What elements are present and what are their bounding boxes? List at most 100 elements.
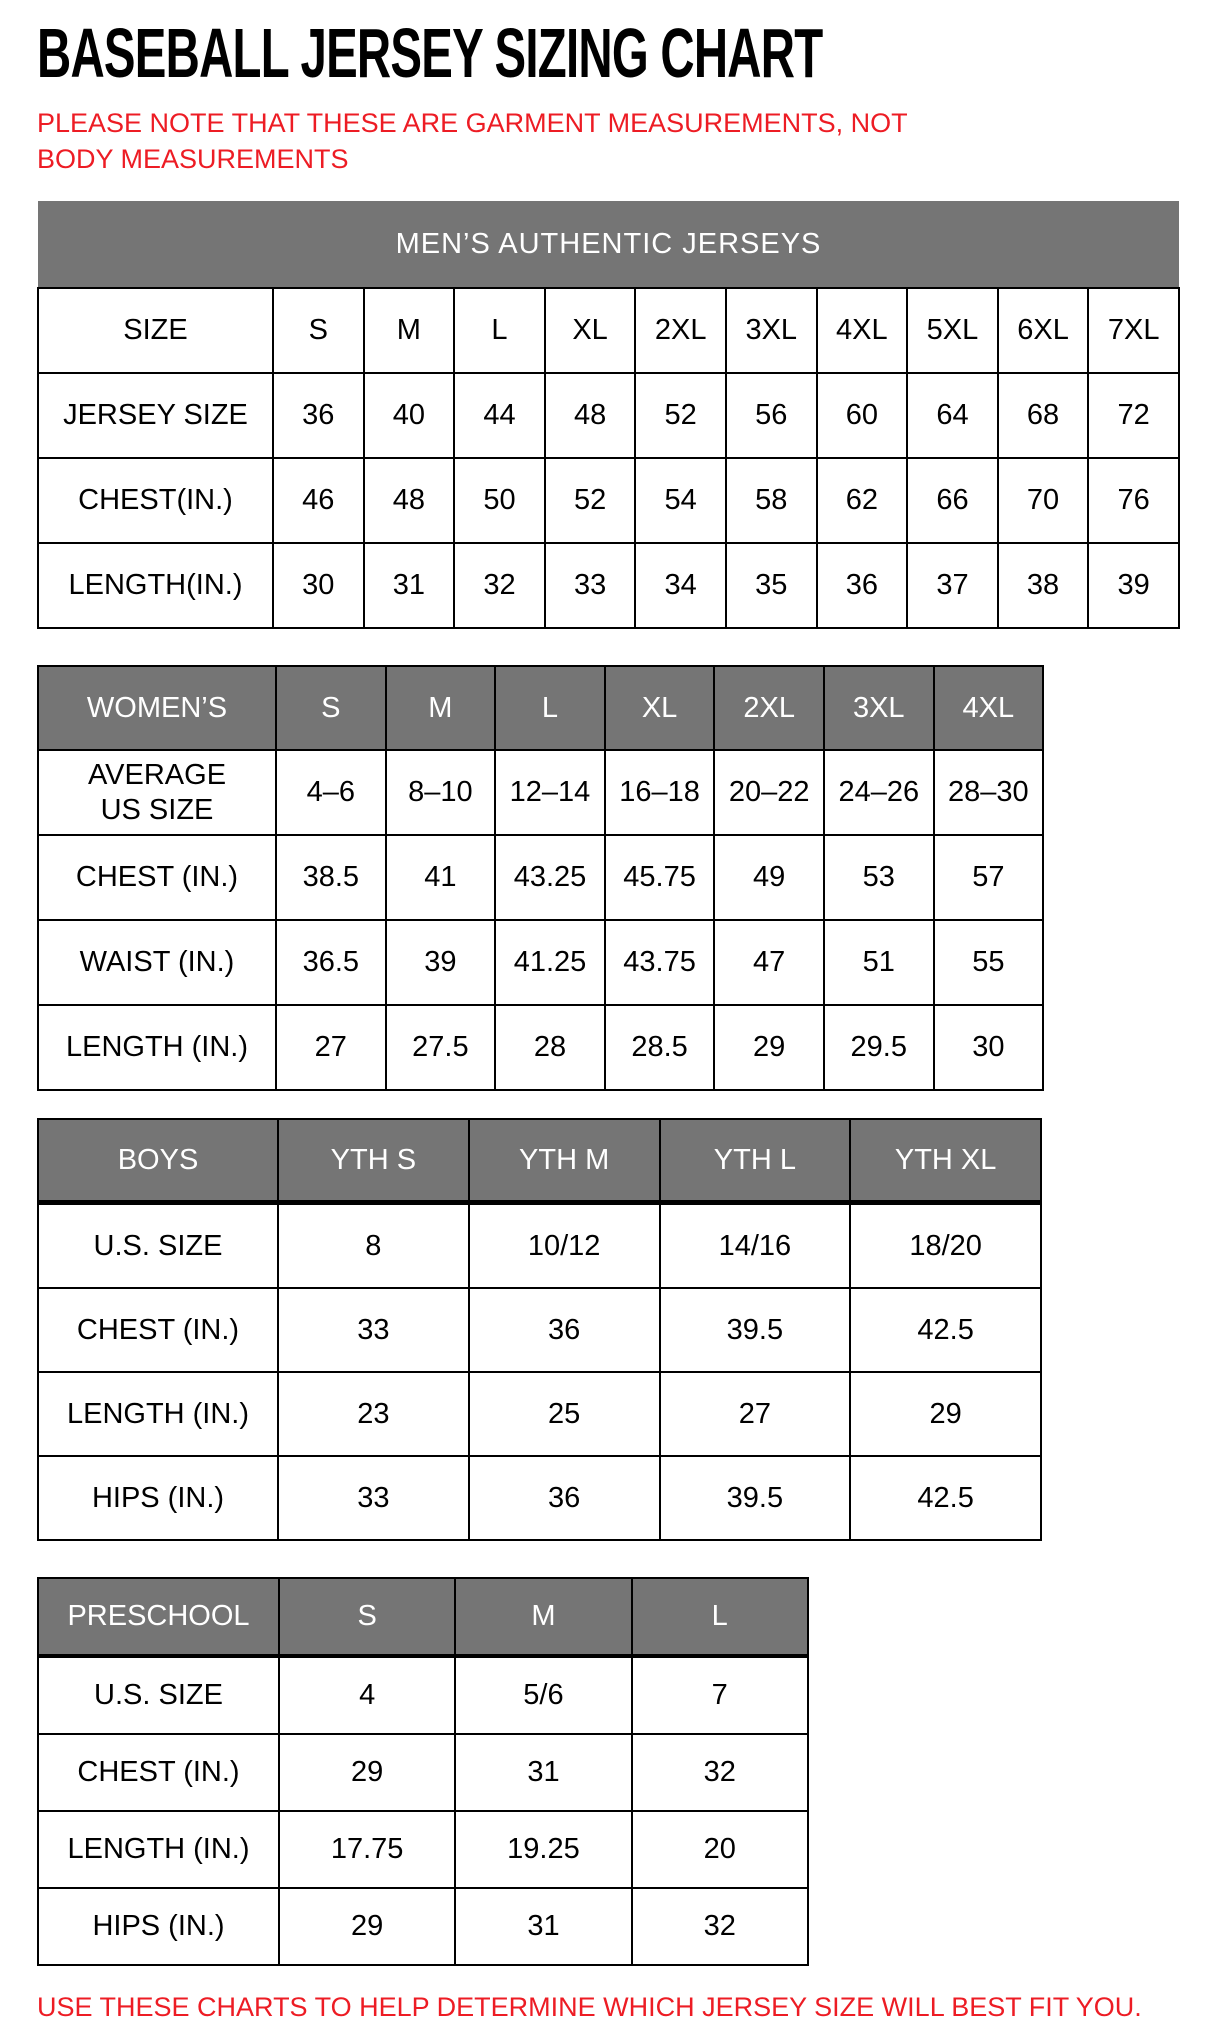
cell-value: 5/6 [454,1655,633,1736]
cell-value: 58 [724,457,818,545]
sizing-table-preschool: PRESCHOOL S M L U.S. SIZE 4 5/6 7 CHEST (IN.) 29 3… [37,1577,809,1967]
cell-value: 38.5 [275,834,387,922]
cell-value: 47 [713,919,825,1007]
cell-value: 36 [467,1287,661,1374]
cell-value: 28–30 [932,749,1045,837]
column-header: 2XL [634,287,727,375]
table-row: U.S. SIZE 8 10/12 14/16 18/20 [37,1201,1042,1290]
row-label: CHEST (IN.) [37,834,277,922]
cell-value: 39 [1087,542,1180,630]
cell-value: 25 [467,1371,661,1458]
cell-value: 72 [1087,372,1180,460]
cell-value: 8 [277,1201,470,1290]
cell-value: 4 [277,1655,457,1736]
table-header-label: BOYS [37,1118,279,1206]
cell-value: 42.5 [849,1287,1042,1374]
cell-value: 54 [634,457,727,545]
cell-value: 70 [996,457,1090,545]
table-banner-mens: MEN’S AUTHENTIC JERSEYS [38,201,1179,289]
table-row: CHEST (IN.) 29 31 32 [37,1733,809,1813]
table-row: HIPS (IN.) 29 31 32 [37,1887,809,1967]
cell-value: 53 [822,834,935,922]
cell-value: 14/16 [658,1201,852,1290]
cell-value: 76 [1087,457,1180,545]
banner-row: MEN’S AUTHENTIC JERSEYS [38,201,1179,289]
cell-value: 41.25 [494,919,606,1007]
cell-value: 57 [932,834,1045,922]
cell-value: 24–26 [822,749,935,837]
column-header: XL [603,665,716,752]
page-title: BASEBALL JERSEY SIZING CHART [37,19,1183,90]
cell-value: 29 [849,1371,1042,1458]
sizing-table-womens: WOMEN’S S M L XL 2XL 3XL 4XL AVERAGE US SIZE 4–6 8… [37,665,1045,1092]
cell-value: 41 [384,834,497,922]
cell-value: 31 [454,1887,633,1967]
table-row: AVERAGE US SIZE 4–6 8–10 12–14 16–18 20–22 24–… [37,749,1045,837]
column-header: XL [543,287,637,375]
page-title-text: BASEBALL JERSEY SIZING CHART [37,14,823,93]
table-row: LENGTH (IN.) 17.75 19.25 20 [37,1810,809,1890]
cell-value: 33 [277,1455,470,1542]
column-header: S [277,1577,457,1659]
cell-value: 27.5 [384,1004,497,1092]
cell-value: 60 [815,372,909,460]
garment-measurements-note: PLEASE NOTE THAT THESE ARE GARMENT MEASU… [37,108,908,174]
table-header-label: SIZE [37,287,274,375]
row-label: LENGTH(IN.) [37,542,274,630]
cell-value: 29 [713,1004,825,1092]
row-label: CHEST(IN.) [37,457,274,545]
cell-value: 29 [277,1733,457,1813]
column-header: L [494,665,606,752]
cell-value: 18/20 [849,1201,1042,1290]
row-label: JERSEY SIZE [37,372,274,460]
column-header: M [384,665,497,752]
cell-value: 16–18 [603,749,716,837]
row-label: AVERAGE US SIZE [37,749,277,837]
column-header: YTH XL [849,1118,1042,1206]
boys-table-container: BOYS YTH S YTH M YTH L YTH XL U.S. SIZE 8 10/12… [37,1118,1183,1542]
column-header: L [630,1577,809,1659]
cell-value: 27 [658,1371,852,1458]
column-header: 7XL [1087,287,1180,375]
cell-value: 46 [272,457,365,545]
cell-value: 52 [634,372,727,460]
cell-value: 28 [494,1004,606,1092]
row-label: HIPS (IN.) [37,1455,279,1542]
cell-value: 64 [906,372,999,460]
cell-value: 50 [453,457,546,545]
column-header: 5XL [906,287,999,375]
cell-value: 17.75 [277,1810,457,1890]
column-header: YTH S [277,1118,470,1206]
cell-value: 32 [453,542,546,630]
cell-value: 43.75 [603,919,716,1007]
cell-value: 49 [713,834,825,922]
cell-value: 19.25 [454,1810,633,1890]
preschool-table-container: PRESCHOOL S M L U.S. SIZE 4 5/6 7 CHEST (IN.) 29 3… [37,1577,1183,1967]
table-row: LENGTH(IN.) 30 31 32 33 34 35 36 37 38 39 [37,542,1180,630]
row-label: LENGTH (IN.) [37,1810,280,1890]
table-row: U.S. SIZE 4 5/6 7 [37,1655,809,1736]
footer-note: USE THESE CHARTS TO HELP DETERMINE WHICH… [37,1992,1142,2023]
cell-value: 12–14 [494,749,606,837]
cell-value: 28.5 [603,1004,716,1092]
sizing-table-mens: MEN’S AUTHENTIC JERSEYS SIZE S M L XL 2XL 3XL 4X… [37,201,1180,630]
cell-value: 31 [362,542,456,630]
row-label: WAIST (IN.) [37,919,277,1007]
cell-value: 66 [906,457,999,545]
cell-value: 37 [906,542,999,630]
table-row: HIPS (IN.) 33 36 39.5 42.5 [37,1455,1042,1542]
womens-table-container: WOMEN’S S M L XL 2XL 3XL 4XL AVERAGE US SIZE 4–6 8… [37,665,1183,1092]
sizing-table-boys: BOYS YTH S YTH M YTH L YTH XL U.S. SIZE 8 10/12… [37,1118,1042,1542]
column-header: 3XL [822,665,935,752]
header-row: BOYS YTH S YTH M YTH L YTH XL [37,1118,1042,1206]
cell-value: 8–10 [384,749,497,837]
cell-value: 33 [277,1287,470,1374]
cell-value: 39.5 [658,1455,852,1542]
cell-value: 20–22 [713,749,825,837]
row-label: U.S. SIZE [37,1201,279,1290]
cell-value: 55 [932,919,1045,1007]
cell-value: 62 [815,457,909,545]
column-header: YTH L [658,1118,852,1206]
column-header: YTH M [467,1118,661,1206]
cell-value: 51 [822,919,935,1007]
